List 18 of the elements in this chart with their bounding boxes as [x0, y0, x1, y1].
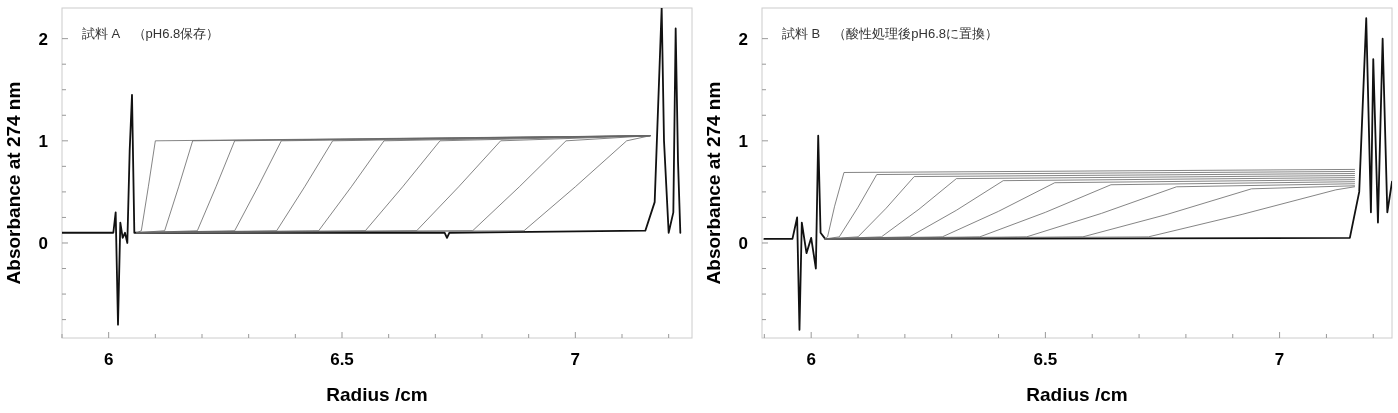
y-axis-title: Absorbance at 274 nm	[703, 81, 724, 285]
y-tick-label: 0	[38, 233, 48, 253]
y-tick-label: 1	[38, 131, 48, 151]
y-tick-label: 1	[738, 131, 748, 151]
y-tick-label: 2	[38, 29, 48, 49]
x-tick-label: 6	[806, 350, 816, 369]
x-axis-title: Radius /cm	[1026, 384, 1128, 405]
y-tick-label: 0	[738, 233, 748, 253]
x-axis-title: Radius /cm	[326, 384, 428, 405]
text: 試料 B （酸性処理後pH6.8に置換）	[782, 26, 998, 41]
x-tick-label: 6.5	[1033, 350, 1058, 369]
x-tick-label: 7	[570, 350, 581, 369]
x-tick-label: 7	[1274, 350, 1285, 369]
text: 試料 A （pH6.8保存）	[82, 26, 220, 41]
y-axis-title: Absorbance at 274 nm	[3, 81, 24, 285]
x-tick-label: 6.5	[330, 350, 354, 369]
y-tick-label: 2	[738, 29, 748, 49]
x-tick-label: 6	[103, 350, 114, 369]
